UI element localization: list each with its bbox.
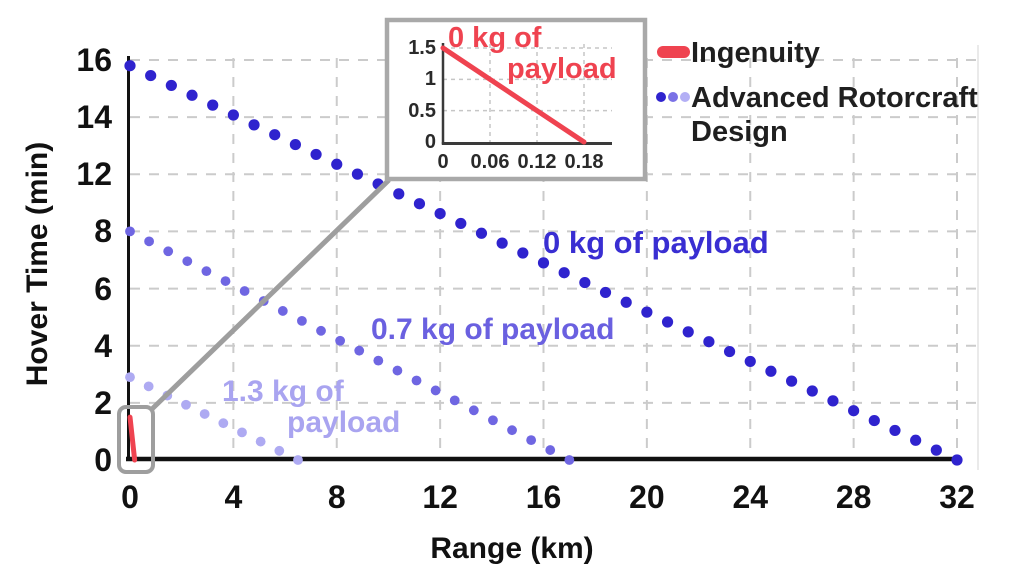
y-axis-label: Hover Time (min) xyxy=(21,141,54,387)
inset-title-line1: 0 kg of xyxy=(448,22,542,54)
x-tick-label: 20 xyxy=(629,479,665,515)
x-tick-label: 16 xyxy=(525,479,562,515)
series-ingenuity xyxy=(127,414,138,463)
inset-x-tick-label: 0 xyxy=(437,151,449,173)
y-tick-label: 0 xyxy=(94,442,112,478)
zoom-region xyxy=(117,178,391,474)
y-tick-label: 4 xyxy=(94,327,112,364)
x-tick-label: 0 xyxy=(121,479,139,515)
rotorcraft-dots-marker-icon xyxy=(656,92,692,104)
annotation-0kg-payload: 0 kg of payload xyxy=(543,225,769,260)
inset-x-tick-label: 0.12 xyxy=(517,151,557,173)
inset-x-tick-label: 0.06 xyxy=(470,151,510,173)
x-tick-label: 28 xyxy=(835,479,872,515)
x-tick-label: 24 xyxy=(732,479,769,515)
axes xyxy=(126,56,958,462)
x-tick-label: 8 xyxy=(327,479,346,515)
ingenuity-line-marker-icon xyxy=(657,46,690,58)
inset-y-tick-label: 1.5 xyxy=(408,37,436,59)
series-ard-0.7kg xyxy=(125,226,575,465)
x-axis-label: Range (km) xyxy=(430,532,594,565)
x-tick-label: 4 xyxy=(224,479,243,515)
y-tick-label: 16 xyxy=(76,41,112,78)
x-tick-label: 12 xyxy=(422,479,458,515)
inset-plot xyxy=(384,17,648,182)
x-tick-label: 32 xyxy=(939,479,975,515)
annotation-0-7kg-payload: 0.7 kg of payload xyxy=(371,313,615,346)
zoom-region-box xyxy=(117,405,155,474)
inset-y-tick-label: 1 xyxy=(424,68,436,91)
inset-y-tick-label: 0.5 xyxy=(408,99,436,122)
y-tick-label: 8 xyxy=(94,213,112,250)
annotation-1-3kg-payload-line1: 1.3 kg of xyxy=(222,375,344,408)
y-tick-label: 2 xyxy=(94,384,112,421)
y-tick-label: 12 xyxy=(76,156,112,193)
annotation-1-3kg-payload-line2: payload xyxy=(287,406,401,439)
legend-label-ingenuity: Ingenuity xyxy=(691,37,820,69)
inset-series-ingenuity xyxy=(440,45,587,145)
legend-label-advanced-rotorcraft-design: Advanced Rotorcraft Design xyxy=(691,82,978,148)
y-tick-label: 14 xyxy=(76,99,112,136)
inset-x-tick-label: 0.18 xyxy=(564,151,604,173)
y-tick-label: 6 xyxy=(94,270,112,307)
inset-y-tick-label: 0 xyxy=(424,131,436,153)
inset-title-line2: payload xyxy=(507,53,617,85)
